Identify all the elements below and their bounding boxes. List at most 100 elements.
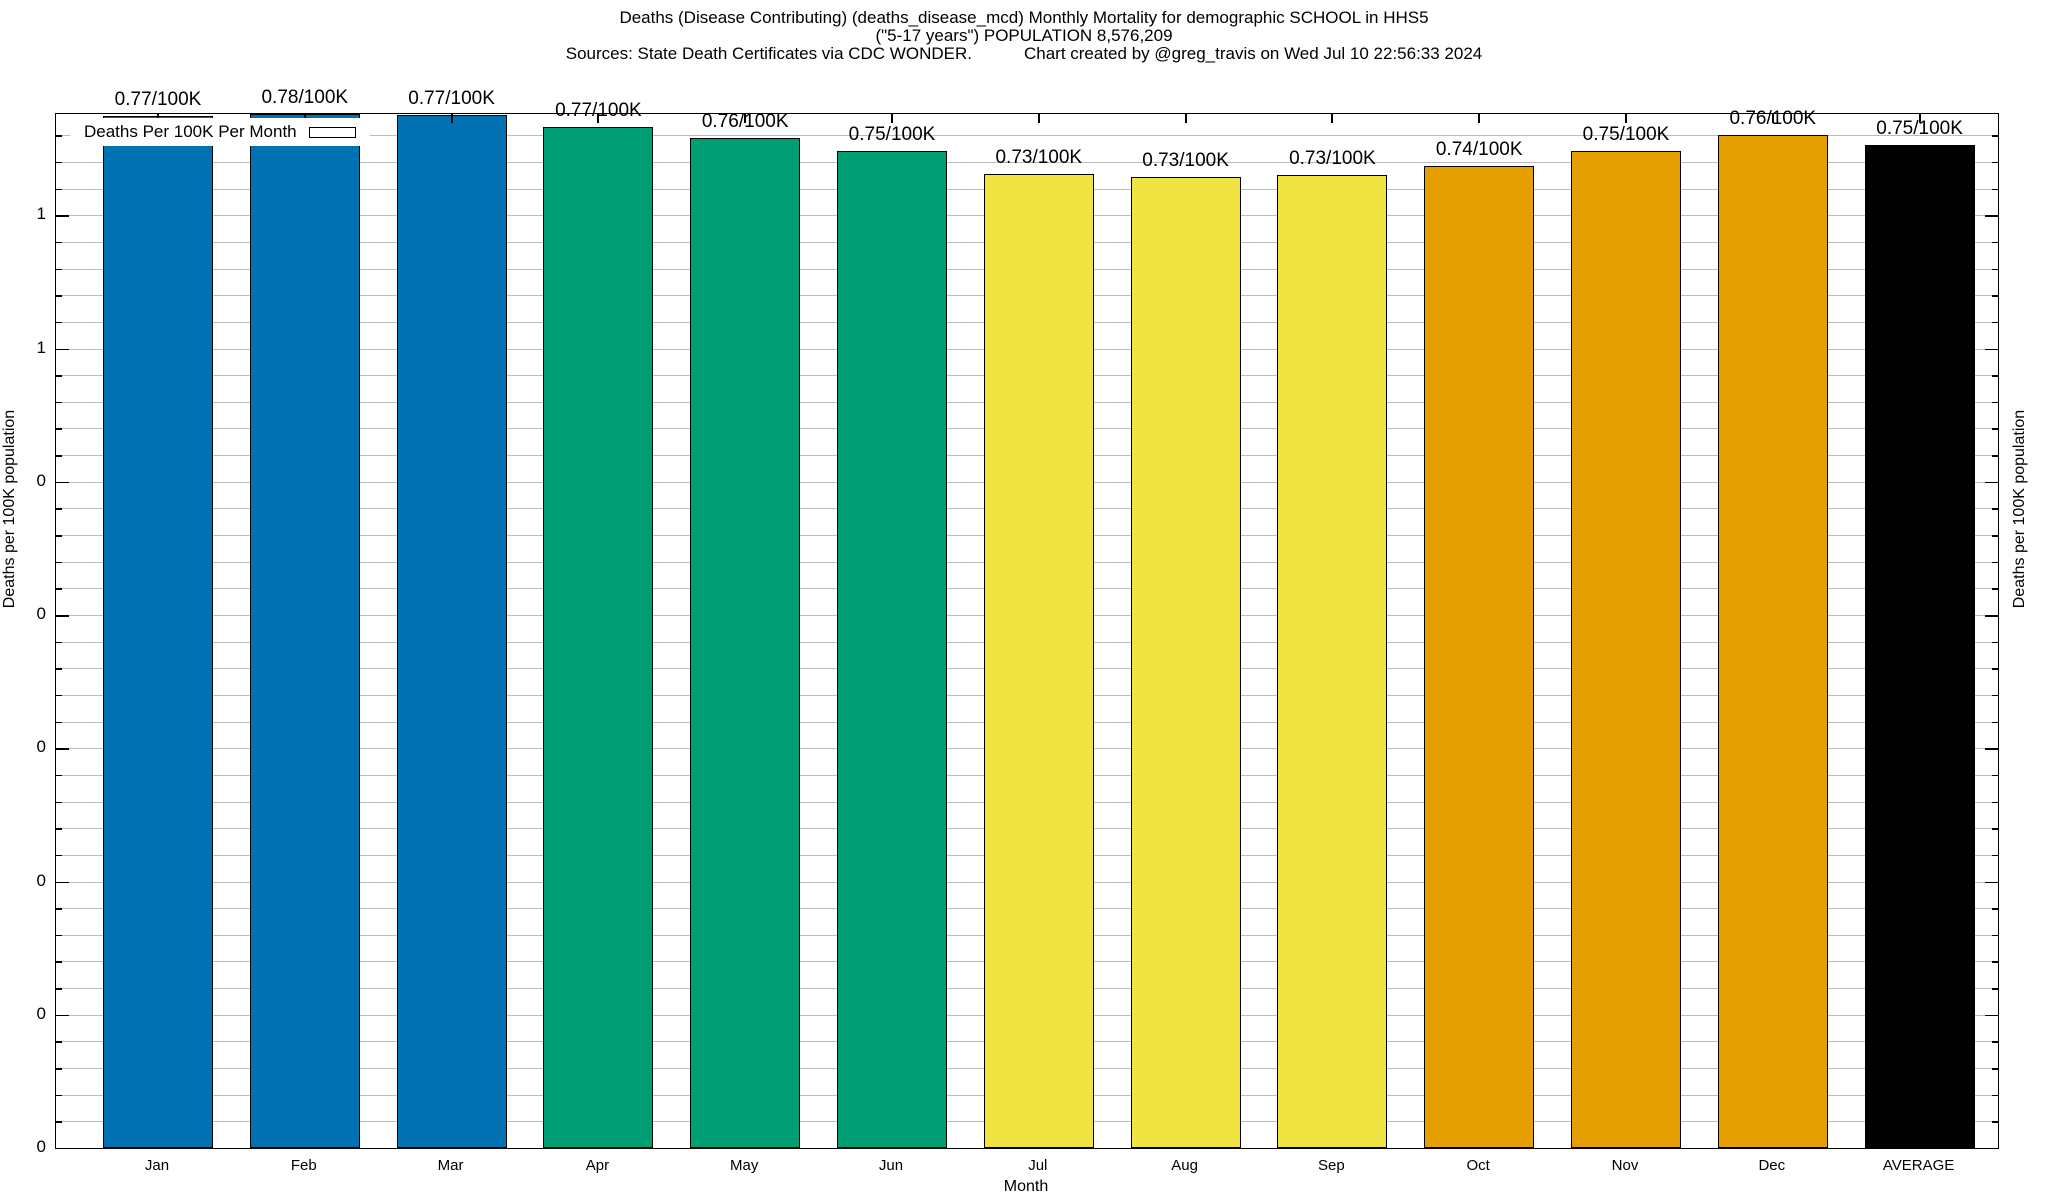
chart-credit-text: Chart created by @greg_travis on Wed Jul… [1023,44,1483,63]
bar-feb [249,114,360,1148]
y-minor-tick-left [56,934,62,937]
legend-label: Deaths Per 100K Per Month [84,122,297,141]
y-major-tick-right [1985,1014,1998,1017]
y-major-tick-right [1985,348,1998,350]
bar-value-label: 0.77/100K [408,88,495,110]
y-minor-tick-right [1992,934,1998,937]
y-minor-tick-left [56,401,62,404]
chart-title-line1: Deaths (Disease Contributing) (deaths_di… [619,8,1429,27]
bar-value-label: 0.74/100K [1435,139,1523,161]
y-gridline [56,135,1998,137]
x2-tick [597,114,600,123]
y-minor-tick-left [56,1041,62,1043]
bar-average [1864,145,1975,1148]
bar-value-label: 0.75/100K [1582,124,1670,146]
x-category-label: Dec [1758,1157,1786,1174]
y-tick-label: 0 [36,1003,46,1023]
x2-tick [891,114,893,123]
y-minor-tick-right [1992,561,1998,564]
y-minor-tick-left [56,828,62,830]
y-major-tick-right [1985,215,1998,217]
y-minor-tick-left [56,428,62,430]
y-minor-tick-right [1992,268,1998,271]
bar-value-label: 0.77/100K [555,100,642,122]
y-minor-tick-right [1992,721,1998,724]
y-tick-label: 1 [36,337,46,357]
x-category-label: Feb [290,1157,317,1174]
y-minor-tick-left [56,1121,62,1123]
x-category-label: Oct [1466,1157,1490,1174]
y-minor-tick-left [56,135,62,137]
y-tick-label: 0 [36,737,46,757]
y-minor-tick-right [1992,801,1998,804]
bar-jul [983,173,1094,1148]
y-minor-tick-left [56,161,62,164]
x-category-label: Sep [1318,1157,1345,1174]
bar-value-label: 0.78/100K [261,87,349,108]
y-minor-tick-right [1992,241,1998,244]
y-minor-tick-right [1992,188,1998,191]
y-tick-label: 0 [36,870,46,890]
bar-mar [396,115,507,1148]
x2-tick [1625,114,1627,123]
y-major-tick-left [56,1014,69,1017]
y-major-tick-left [56,748,69,750]
y-minor-tick-right [1992,455,1998,457]
y-axis-label-left: Deaths per 100K population [1,409,18,609]
x-category-label: Mar [437,1157,464,1174]
y-major-tick-left [56,215,69,217]
y-minor-tick-left [56,455,62,457]
y-minor-tick-right [1992,641,1998,644]
y-minor-tick-left [56,908,62,910]
x-category-label: Jul [1028,1157,1048,1174]
y-minor-tick-left [56,561,62,564]
y-major-tick-left [56,881,69,883]
bar-value-label: 0.77/100K [114,88,202,110]
y-minor-tick-right [1992,988,1998,990]
legend-swatch-icon [308,126,356,138]
y-minor-tick-right [1992,161,1998,164]
y-minor-tick-left [56,321,62,324]
y-major-tick-right [1985,748,1998,750]
bar-jan [103,115,213,1148]
y-minor-tick-left [56,241,62,244]
y-minor-tick-right [1992,961,1998,963]
x-axis-title: Month [1003,1178,1049,1195]
chart-title-line2: ("5-17 years") POPULATION 8,576,209 [875,26,1173,45]
y-minor-tick-right [1992,1068,1998,1070]
bar-value-label: 0.73/100K [1289,148,1376,170]
y-minor-tick-right [1992,908,1998,910]
x2-tick [744,114,747,123]
y-tick-label: 0 [36,470,46,490]
bar-apr [543,127,654,1148]
x2-tick [450,114,453,123]
y-minor-tick-right [1992,854,1998,857]
bar-value-label: 0.73/100K [1142,149,1229,171]
y-minor-tick-right [1992,828,1998,830]
y-major-tick-left [56,615,69,617]
x-category-label: Jan [144,1157,170,1174]
y-minor-tick-right [1992,774,1998,777]
x-category-label: May [730,1157,759,1174]
y-tick-label: 0 [36,1137,46,1156]
bar-aug [1130,176,1241,1148]
y-minor-tick-right [1992,375,1998,377]
y-minor-tick-right [1992,694,1998,697]
y-major-tick-right [1985,481,1998,484]
bar-oct [1424,166,1535,1148]
y-minor-tick-right [1992,295,1998,297]
bar-value-label: 0.73/100K [995,146,1083,168]
x2-tick [1037,114,1040,123]
y-minor-tick-left [56,961,62,963]
y-minor-tick-left [56,188,62,191]
bar-jun [837,151,947,1148]
y-minor-tick-left [56,588,62,590]
x-category-label: Apr [585,1157,610,1174]
bar-value-label: 0.75/100K [1876,118,1963,140]
y-minor-tick-left [56,801,62,804]
x2-tick [1771,114,1774,123]
y-minor-tick-left [56,1094,62,1097]
y-minor-tick-right [1992,1041,1998,1043]
y-minor-tick-left [56,295,62,297]
